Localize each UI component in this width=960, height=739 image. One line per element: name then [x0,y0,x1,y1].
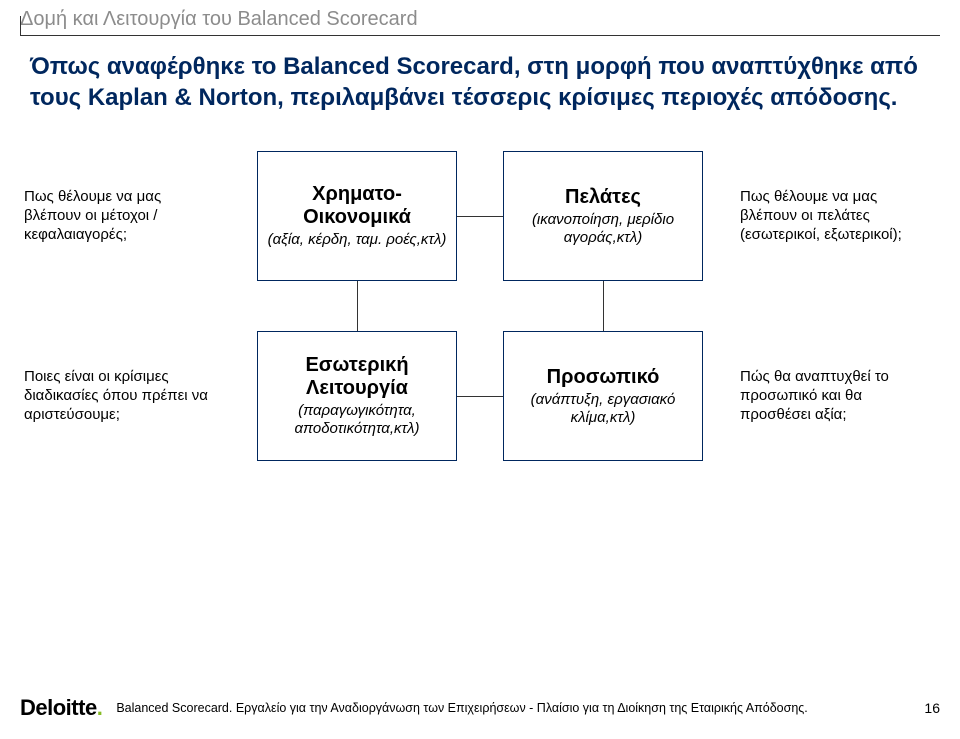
question-financial: Πως θέλουμε να μας βλέπουν οι μέτοχοι / … [24,151,234,281]
bsc-grid: Πως θέλουμε να μας βλέπουν οι μέτοχοι / … [0,131,960,461]
question-people: Πώς θα αναπτυχθεί το προσωπικό και θα πρ… [726,331,936,461]
section-title: Δομή και Λειτουργία του Balanced Scoreca… [20,8,940,35]
logo-text: Deloitte [20,695,97,720]
box-people: Προσωπικό (ανάπτυξη, εργασιακό κλίμα,κτλ… [503,331,703,461]
title-rule [20,35,940,36]
question-internal: Ποιες είναι οι κρίσιμες διαδικασίες όπου… [24,331,234,461]
page-number: 16 [924,700,940,716]
bottom-row: Ποιες είναι οι κρίσιμες διαδικασίες όπου… [24,331,936,461]
box-people-wrap: Προσωπικό (ανάπτυξη, εργασιακό κλίμα,κτλ… [480,331,726,461]
top-row: Πως θέλουμε να μας βλέπουν οι μέτοχοι / … [24,151,936,281]
connector-v-left [357,281,358,331]
box-internal: Εσωτερική Λειτουργία (παραγωγικότητα, απ… [257,331,457,461]
box-people-sub: (ανάπτυξη, εργασιακό κλίμα,κτλ) [512,391,694,427]
box-internal-wrap: Εσωτερική Λειτουργία (παραγωγικότητα, απ… [234,331,480,461]
box-customers-sub: (ικανοποίηση, μερίδιο αγοράς,κτλ) [512,211,694,247]
intro-text: Όπως αναφέρθηκε το Balanced Scorecard, σ… [0,46,960,131]
box-financial-wrap: Χρηματο-Οικονομικά (αξία, κέρδη, ταμ. ρο… [234,151,480,281]
box-people-title: Προσωπικό [547,366,660,389]
box-financial-sub: (αξία, κέρδη, ταμ. ροές,κτλ) [268,231,447,249]
box-financial-title: Χρηματο-Οικονομικά [266,183,448,229]
box-internal-sub: (παραγωγικότητα, αποδοτικότητα,κτλ) [266,402,448,438]
logo-dot: . [97,695,103,720]
box-internal-title: Εσωτερική Λειτουργία [266,354,448,400]
footer: Deloitte. Balanced Scorecard. Εργαλείο γ… [20,695,940,721]
logo-deloitte: Deloitte. [20,695,102,721]
question-customers: Πως θέλουμε να μας βλέπουν οι πελάτες (ε… [726,151,936,281]
connector-v-right [603,281,604,331]
box-financial: Χρηματο-Οικονομικά (αξία, κέρδη, ταμ. ρο… [257,151,457,281]
box-customers: Πελάτες (ικανοποίηση, μερίδιο αγοράς,κτλ… [503,151,703,281]
footer-text: Balanced Scorecard. Εργαλείο για την Ανα… [116,701,807,715]
box-customers-title: Πελάτες [565,186,641,209]
box-customers-wrap: Πελάτες (ικανοποίηση, μερίδιο αγοράς,κτλ… [480,151,726,281]
